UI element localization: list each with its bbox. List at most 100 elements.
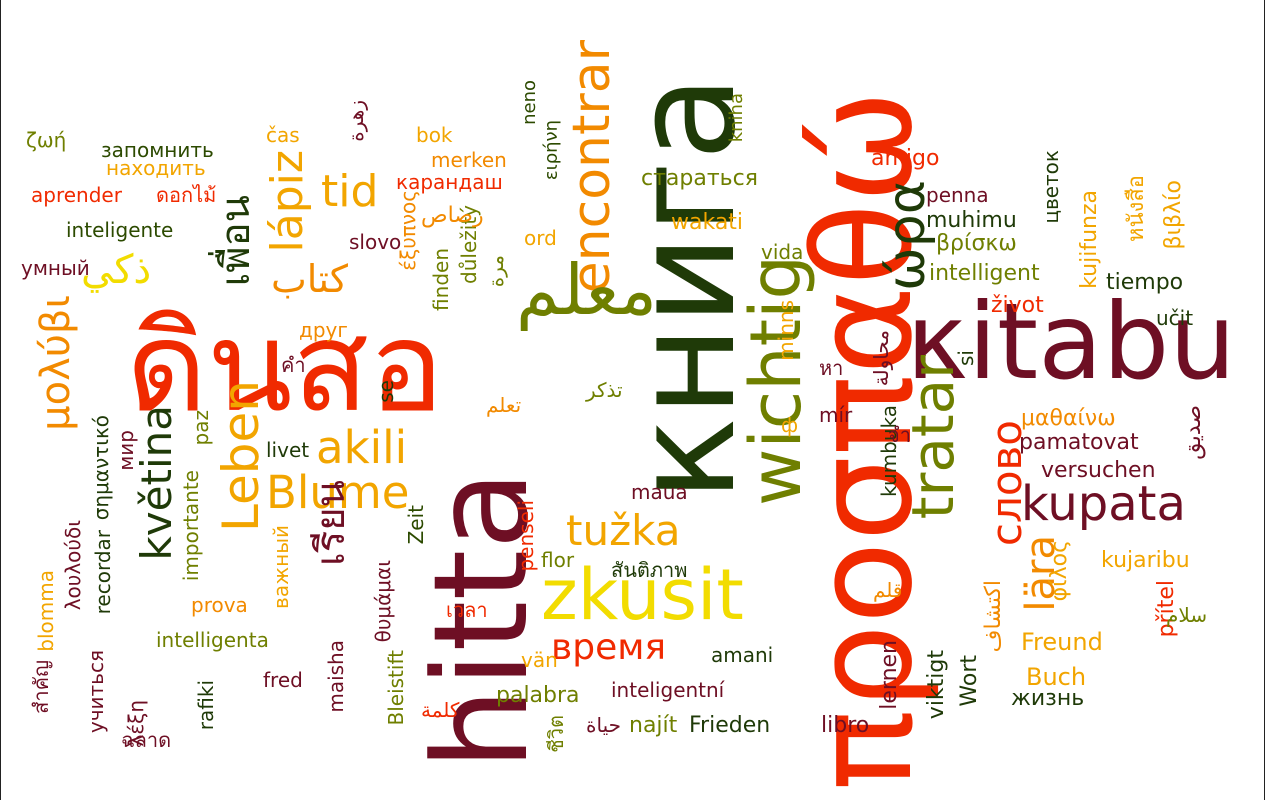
word-70: φίλος bbox=[1047, 540, 1072, 602]
word-75: жизнь bbox=[1011, 686, 1085, 711]
word-13: akili bbox=[316, 421, 408, 474]
word-122: قلم bbox=[873, 578, 903, 602]
word-12: Blume bbox=[266, 466, 410, 519]
word-50: učit bbox=[1156, 306, 1194, 330]
word-43: penna bbox=[926, 183, 989, 207]
word-20: lápiz bbox=[262, 150, 313, 253]
word-60: minns bbox=[774, 300, 798, 361]
word-6: wichtig bbox=[735, 255, 817, 506]
word-44: muhimu bbox=[926, 208, 1017, 233]
word-45: цветок bbox=[1039, 150, 1063, 224]
word-118: تذكر bbox=[586, 378, 623, 402]
word-69: หนังสือ bbox=[1124, 175, 1149, 242]
word-110: se bbox=[374, 380, 398, 403]
word-64: versuchen bbox=[1041, 458, 1156, 483]
word-61: si bbox=[954, 350, 978, 366]
word-23: เพื่อน bbox=[213, 195, 259, 287]
word-41: amigo bbox=[871, 146, 940, 171]
word-5: zkusit bbox=[541, 554, 744, 636]
word-109: livet bbox=[266, 438, 310, 462]
word-56: finden bbox=[429, 248, 453, 311]
word-33: умный bbox=[21, 256, 90, 280]
word-104: blomma bbox=[34, 570, 58, 652]
word-10: kupata bbox=[1021, 476, 1186, 532]
word-113: زهرة bbox=[344, 100, 368, 142]
word-39: kniha bbox=[726, 93, 747, 143]
word-76: Wort bbox=[957, 655, 982, 707]
word-24: เรียน bbox=[308, 480, 354, 566]
word-63: pamatovat bbox=[1019, 430, 1139, 455]
word-95: prova bbox=[191, 593, 248, 617]
word-107: ฉลาด bbox=[121, 728, 172, 752]
word-21: ذكي bbox=[81, 247, 152, 293]
word-15: květina bbox=[132, 405, 181, 561]
word-47: intelligent bbox=[929, 261, 1040, 286]
word-128: ф bbox=[781, 413, 799, 437]
word-120: حياة bbox=[586, 713, 621, 737]
word-83: amani bbox=[711, 643, 774, 667]
word-124: سلام bbox=[1166, 603, 1208, 627]
word-117: تعلم bbox=[486, 393, 522, 417]
word-116: معلم bbox=[516, 249, 658, 331]
word-52: ord bbox=[524, 226, 557, 250]
word-97: importante bbox=[179, 470, 203, 582]
word-16: μολύβι bbox=[33, 295, 79, 431]
word-100: rafiki bbox=[194, 680, 218, 731]
word-84: palabra bbox=[496, 683, 580, 708]
word-48: tiempo bbox=[1106, 270, 1184, 295]
word-22: كتاب bbox=[271, 257, 348, 301]
word-88: vän bbox=[521, 648, 558, 672]
word-79: libro bbox=[821, 713, 870, 738]
word-89: Zeit bbox=[404, 505, 428, 545]
word-3: ดินสอ bbox=[126, 295, 444, 440]
word-46: βρίσκω bbox=[936, 231, 1017, 256]
word-65: maua bbox=[631, 480, 688, 504]
word-53: slovo bbox=[349, 230, 402, 254]
word-29: находить bbox=[106, 156, 206, 180]
word-81: najít bbox=[629, 713, 678, 738]
word-51: vida bbox=[761, 240, 804, 264]
word-90: θυμάμαι bbox=[371, 560, 395, 643]
word-91: Bleistift bbox=[384, 650, 408, 726]
word-102: мир bbox=[114, 430, 138, 471]
word-27: запомнить bbox=[101, 138, 214, 162]
word-28: čas bbox=[266, 123, 300, 147]
word-87: penseli bbox=[514, 500, 538, 572]
word-112: เวลา bbox=[446, 598, 488, 622]
word-119: كلمة bbox=[421, 698, 460, 722]
word-17: tužka bbox=[566, 506, 681, 555]
word-80: Frieden bbox=[689, 713, 771, 738]
word-127: จำ bbox=[888, 423, 911, 447]
word-59: หา bbox=[819, 356, 844, 380]
word-26: ζωή bbox=[26, 128, 67, 152]
word-98: paz bbox=[189, 410, 213, 446]
word-74: Buch bbox=[1026, 663, 1087, 691]
word-103: λουλούδι bbox=[61, 520, 85, 611]
word-34: bok bbox=[416, 123, 453, 147]
word-99: recordar bbox=[91, 530, 115, 615]
word-93: fred bbox=[263, 668, 303, 692]
word-86: สันติภาพ bbox=[611, 558, 688, 582]
word-71: kujaribu bbox=[1101, 548, 1190, 573]
word-108: สำคัญ bbox=[29, 660, 53, 714]
word-77: viktigt bbox=[924, 650, 949, 720]
word-96: важный bbox=[269, 525, 293, 609]
word-36: карандаш bbox=[396, 170, 503, 194]
word-14: Leben bbox=[212, 380, 270, 532]
word-31: ดอกไม้ bbox=[156, 183, 217, 207]
word-82: inteligentní bbox=[611, 678, 725, 702]
word-38: ειρήνη bbox=[541, 120, 562, 181]
word-0: κitabu bbox=[906, 281, 1236, 403]
word-57: друг bbox=[299, 318, 348, 342]
word-42: wakati bbox=[671, 210, 744, 235]
word-32: inteligente bbox=[66, 218, 174, 242]
word-115: مرة bbox=[484, 255, 508, 288]
word-68: βιβλίο bbox=[1161, 180, 1186, 250]
word-49: život bbox=[991, 293, 1044, 318]
word-58: mír bbox=[819, 403, 853, 427]
word-78: lernen bbox=[877, 640, 902, 710]
word-94: intelligenta bbox=[156, 628, 269, 652]
word-54: έξυπνος bbox=[396, 190, 420, 271]
word-73: Freund bbox=[1021, 628, 1103, 656]
